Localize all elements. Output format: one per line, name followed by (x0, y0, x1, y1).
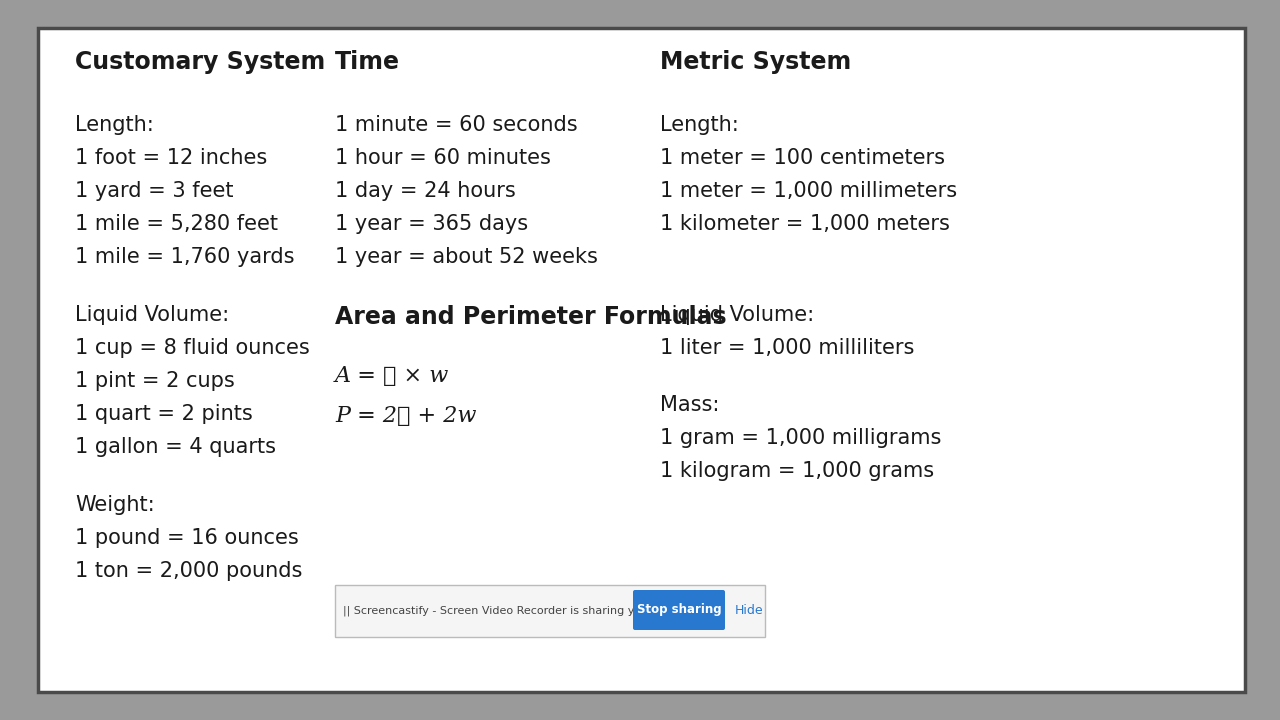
Text: 1 foot = 12 inches: 1 foot = 12 inches (76, 148, 268, 168)
Text: 1 day = 24 hours: 1 day = 24 hours (335, 181, 516, 201)
Text: || Screencastify - Screen Video Recorder is sharing your screen.: || Screencastify - Screen Video Recorder… (343, 606, 698, 616)
Text: Customary System: Customary System (76, 50, 325, 74)
Text: 1 mile = 1,760 yards: 1 mile = 1,760 yards (76, 247, 294, 267)
Text: 1 cup = 8 fluid ounces: 1 cup = 8 fluid ounces (76, 338, 310, 358)
Text: Mass:: Mass: (660, 395, 719, 415)
Text: 1 gallon = 4 quarts: 1 gallon = 4 quarts (76, 437, 276, 457)
Text: 1 mile = 5,280 feet: 1 mile = 5,280 feet (76, 214, 278, 234)
Text: 1 hour = 60 minutes: 1 hour = 60 minutes (335, 148, 550, 168)
Text: Hide: Hide (735, 605, 764, 618)
Bar (335, 585, 765, 637)
Text: 1 year = 365 days: 1 year = 365 days (335, 214, 529, 234)
FancyBboxPatch shape (634, 590, 724, 630)
Text: 1 gram = 1,000 milligrams: 1 gram = 1,000 milligrams (660, 428, 941, 448)
Text: 1 meter = 1,000 millimeters: 1 meter = 1,000 millimeters (660, 181, 957, 201)
Text: Length:: Length: (76, 115, 154, 135)
Text: 1 minute = 60 seconds: 1 minute = 60 seconds (335, 115, 577, 135)
Text: Liquid Volume:: Liquid Volume: (76, 305, 229, 325)
Text: Time: Time (335, 50, 399, 74)
Text: Weight:: Weight: (76, 495, 155, 515)
Text: Metric System: Metric System (660, 50, 851, 74)
Text: 1 meter = 100 centimeters: 1 meter = 100 centimeters (660, 148, 945, 168)
Text: 1 liter = 1,000 milliliters: 1 liter = 1,000 milliliters (660, 338, 914, 358)
Text: A = ℓ × w: A = ℓ × w (335, 365, 449, 387)
Text: Liquid Volume:: Liquid Volume: (660, 305, 814, 325)
Text: Stop sharing: Stop sharing (636, 603, 722, 616)
Text: Area and Perimeter Formulas: Area and Perimeter Formulas (335, 305, 727, 329)
Text: 1 year = about 52 weeks: 1 year = about 52 weeks (335, 247, 598, 267)
Text: Length:: Length: (660, 115, 739, 135)
Text: 1 pint = 2 cups: 1 pint = 2 cups (76, 371, 234, 391)
Text: 1 ton = 2,000 pounds: 1 ton = 2,000 pounds (76, 561, 302, 581)
Text: 1 kilometer = 1,000 meters: 1 kilometer = 1,000 meters (660, 214, 950, 234)
Text: 1 pound = 16 ounces: 1 pound = 16 ounces (76, 528, 298, 548)
Text: 1 quart = 2 pints: 1 quart = 2 pints (76, 404, 252, 424)
Text: 1 yard = 3 feet: 1 yard = 3 feet (76, 181, 233, 201)
Text: 1 kilogram = 1,000 grams: 1 kilogram = 1,000 grams (660, 461, 934, 481)
Text: P = 2ℓ + 2w: P = 2ℓ + 2w (335, 405, 476, 427)
